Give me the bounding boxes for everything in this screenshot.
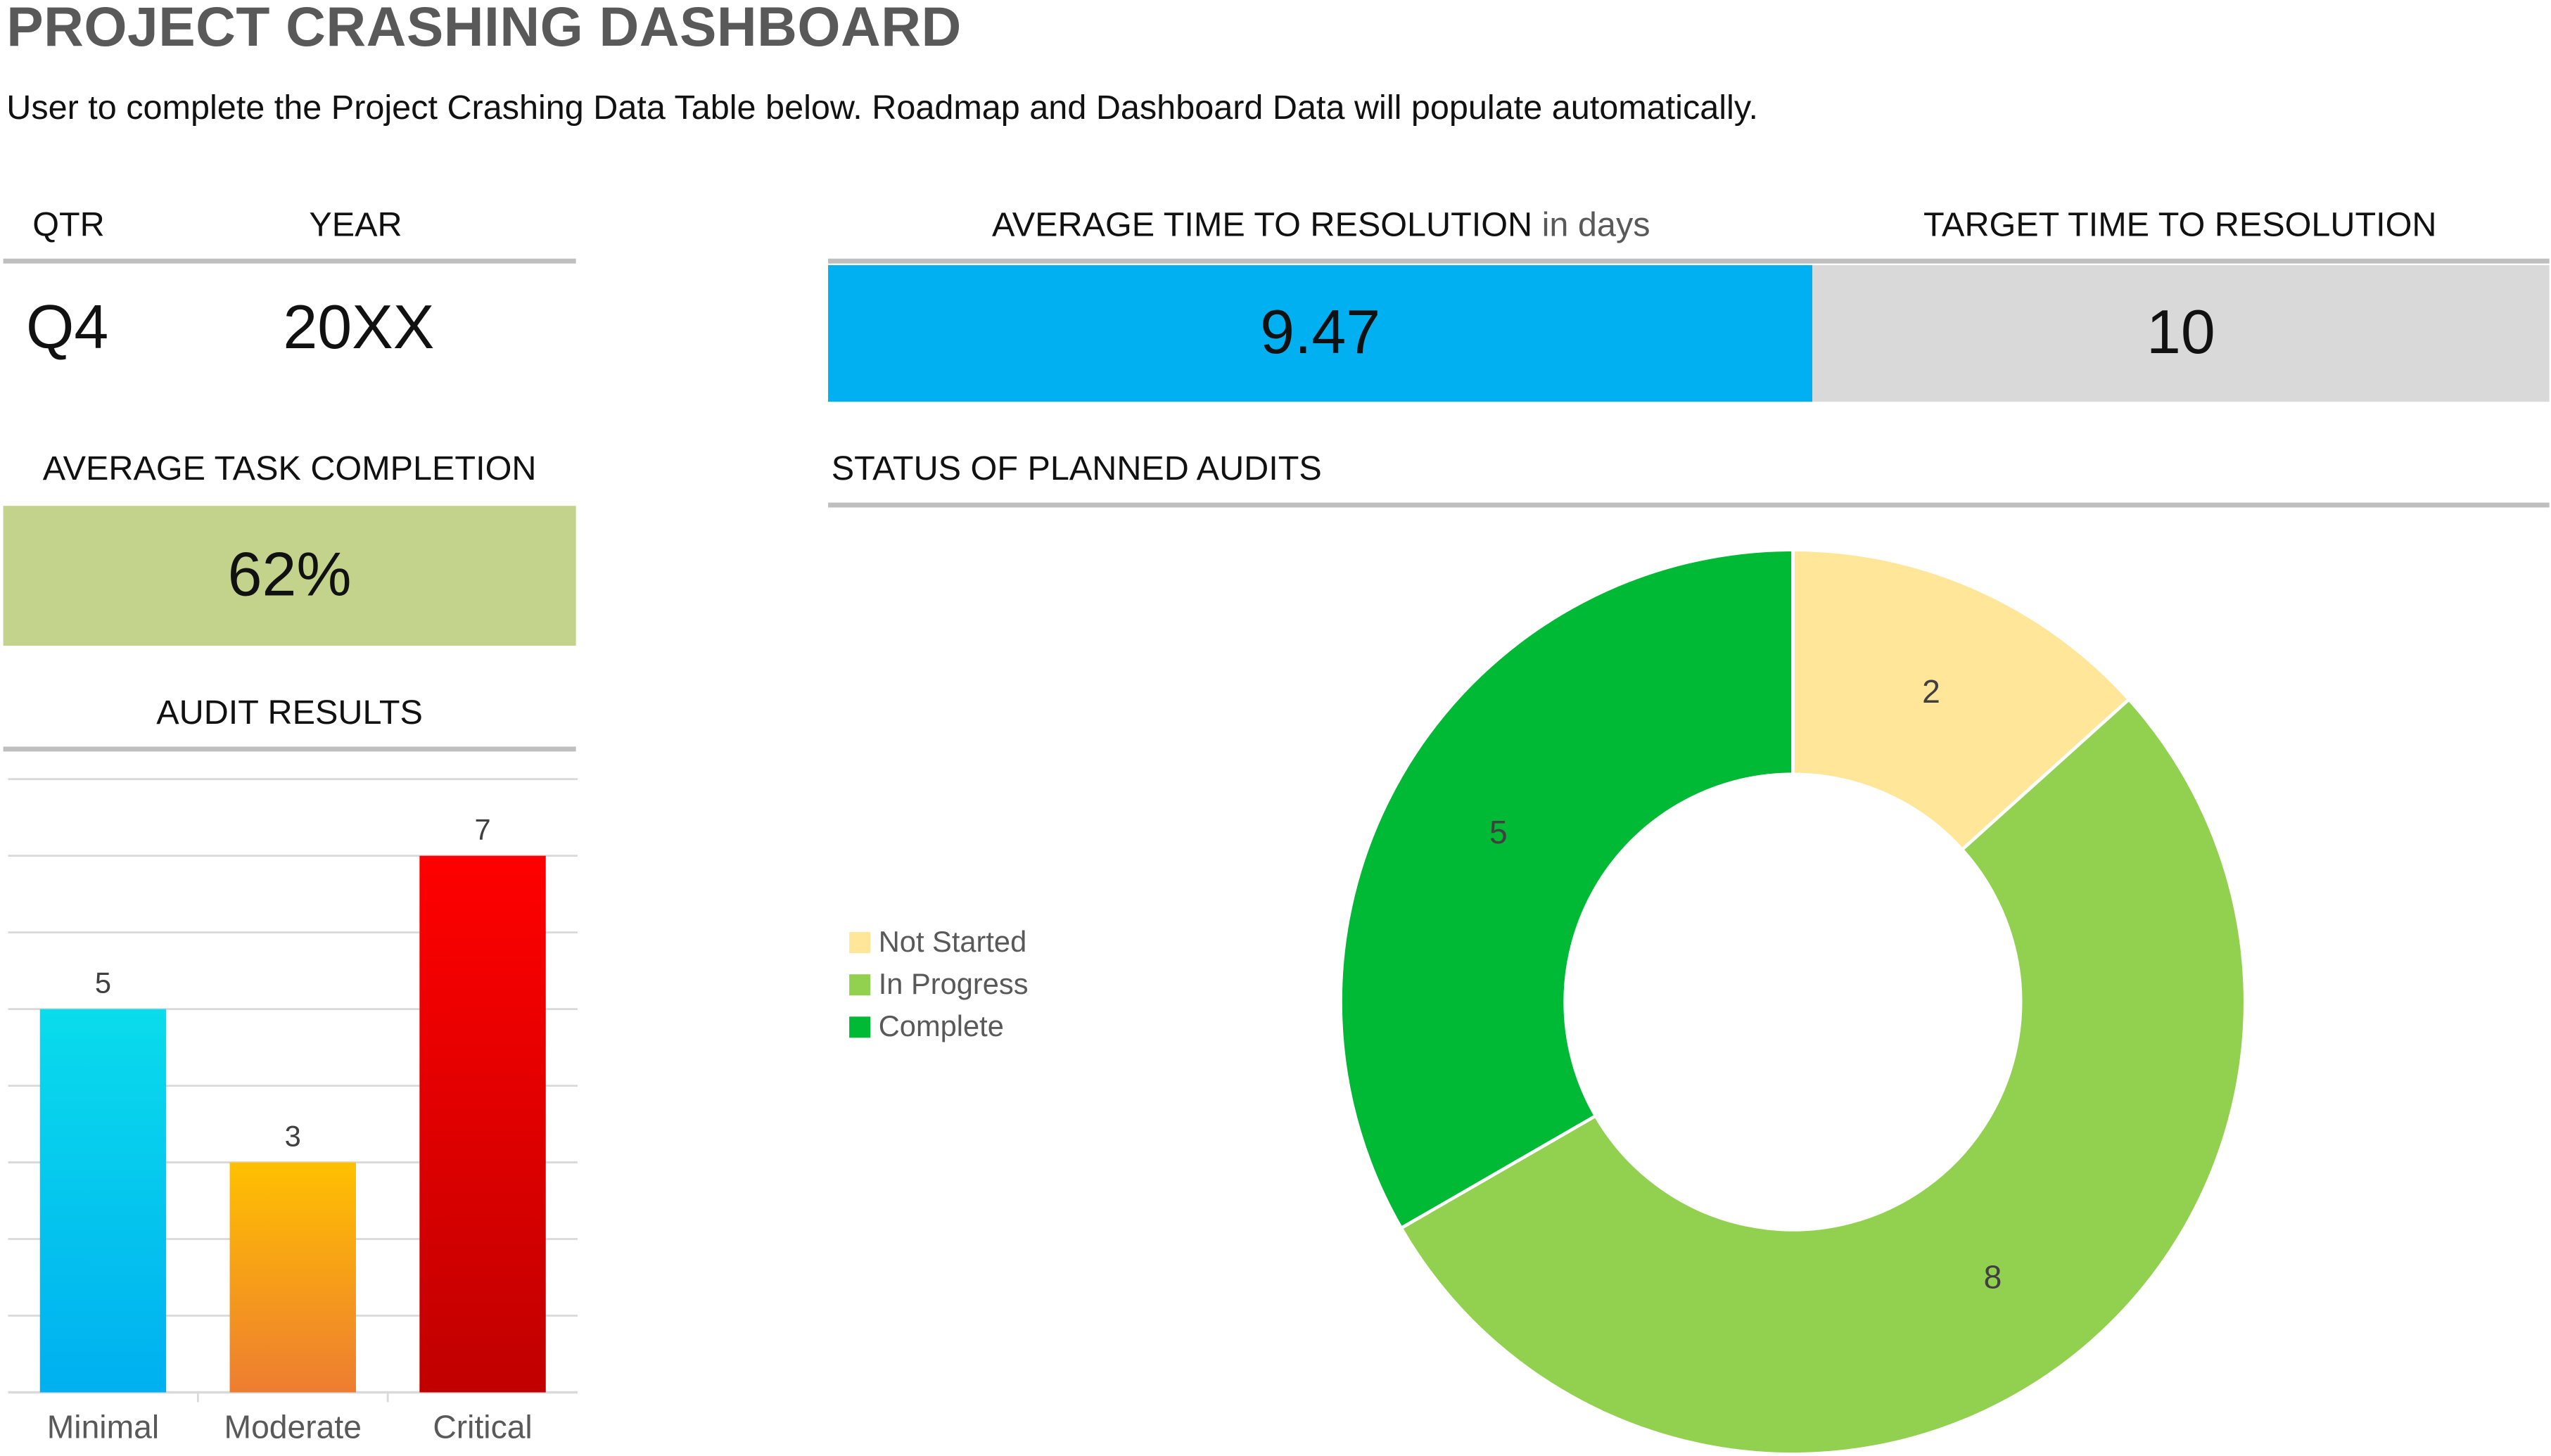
legend-label: In Progress [879,967,1029,1000]
bar-minimal [39,1009,167,1393]
legend-label: Not Started [879,925,1026,958]
qtr-value: Q4 [26,294,109,363]
legend-label: Complete [879,1009,1004,1042]
target-resolution-box: 10 [1812,264,2550,402]
bar-value-label: 7 [474,813,490,846]
bar-category-label: Moderate [224,1408,362,1445]
donut-value-label: 2 [1922,673,1940,710]
target-resolution-value: 10 [2146,298,2215,367]
avg-resolution-label-text: AVERAGE TIME TO RESOLUTION [991,206,1533,244]
year-value: 20XX [283,294,435,363]
audit-results-label: AUDIT RESULTS [156,694,423,732]
task-completion-label: AVERAGE TASK COMPLETION [42,450,537,488]
donut-value-label: 8 [1984,1259,2002,1296]
avg-resolution-box: 9.47 [828,264,1813,402]
task-completion-box: 62% [3,506,576,646]
period-divider [3,258,576,264]
legend-swatch [849,1016,871,1038]
bar-category-label: Critical [433,1408,532,1445]
bar-category-label: Minimal [47,1408,159,1445]
avg-resolution-unit: in days [1541,206,1650,244]
avg-resolution-value: 9.47 [1260,298,1381,367]
bar-moderate [229,1162,356,1393]
planned-audits-label: STATUS OF PLANNED AUDITS [831,450,1322,488]
avg-resolution-label: AVERAGE TIME TO RESOLUTION in days [829,205,1812,247]
task-completion-value: 62% [227,540,352,610]
bar-value-label: 5 [95,966,111,999]
legend-swatch [849,974,871,996]
legend-swatch [849,932,871,954]
page-title: PROJECT CRASHING DASHBOARD [6,0,962,59]
target-resolution-label: TARGET TIME TO RESOLUTION [1923,206,2437,244]
donut-value-label: 5 [1489,814,1508,850]
audit-results-chart: 5 Minimal 3 Moderate 7 Critical [8,778,578,1445]
year-label: YEAR [309,206,402,244]
donut-slice-in-progress [1399,697,2247,1456]
page-subtitle: User to complete the Project Crashing Da… [6,89,1759,127]
donut-slice-complete [1339,548,1795,1231]
bar-critical [419,855,546,1393]
resolution-divider [828,258,2550,264]
planned-audits-divider [828,502,2550,508]
planned-audits-chart: 2 8 5 Not Started In Progress Complete [849,548,2247,1456]
qtr-label: QTR [32,206,105,244]
bar-value-label: 3 [285,1119,301,1152]
audit-results-divider [3,746,576,752]
